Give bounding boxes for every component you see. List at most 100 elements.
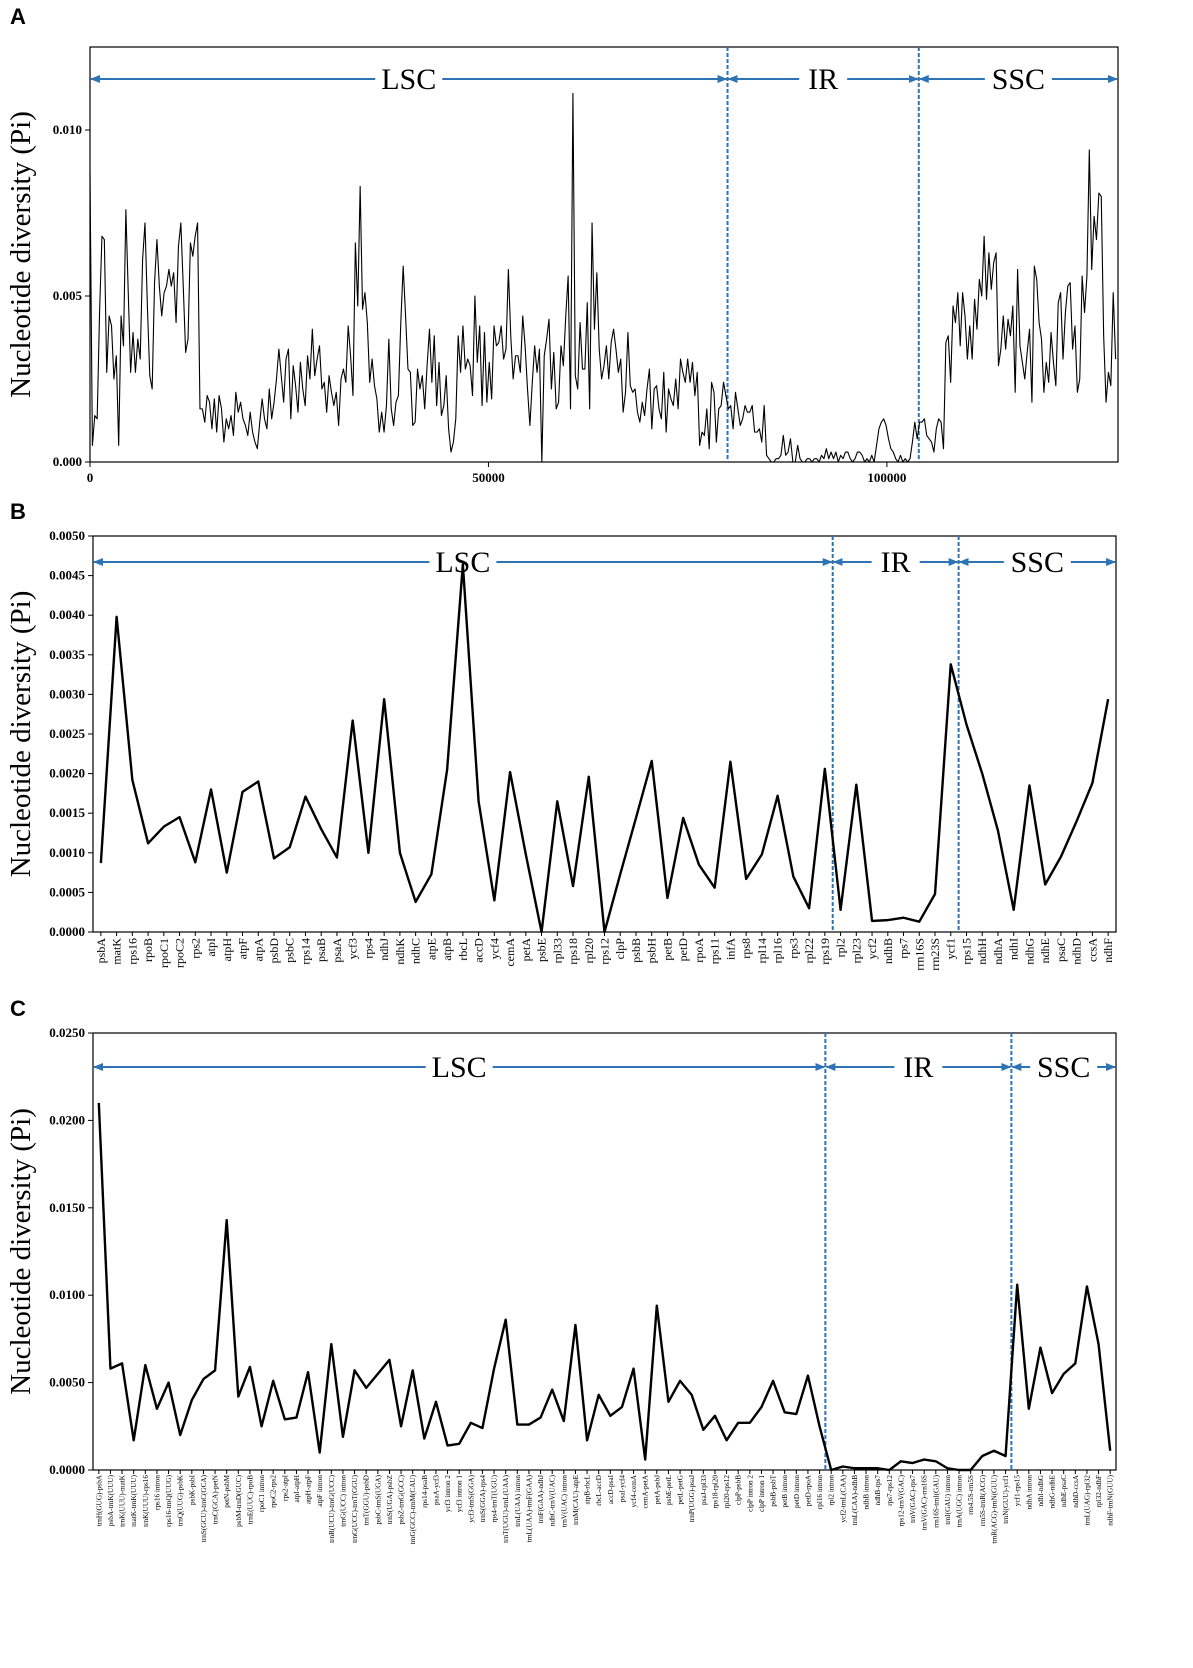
category-label: clpP-psbB	[735, 1475, 743, 1505]
data-point	[283, 402, 284, 403]
data-point	[738, 1422, 739, 1423]
data-point	[663, 372, 664, 373]
data-point	[620, 874, 621, 875]
data-point	[1077, 392, 1078, 393]
data-point	[242, 418, 243, 419]
category-label: rpl20	[582, 938, 596, 963]
data-point	[137, 339, 138, 340]
data-point	[840, 909, 841, 910]
category-label: rps19	[818, 938, 832, 965]
category-label: atpI-atpH	[293, 1475, 301, 1503]
category-label: rpoA	[692, 938, 706, 963]
data-point	[479, 325, 480, 326]
data-point	[435, 1401, 436, 1402]
y-tick-label: 0.0045	[49, 568, 85, 583]
category-label: ndhI-ndhG	[1037, 1475, 1045, 1507]
data-point	[195, 236, 196, 237]
data-point	[919, 422, 920, 423]
category-label: psaA	[330, 938, 344, 963]
data-point	[889, 1469, 890, 1470]
category-label: rpl16 intron	[816, 1475, 824, 1510]
data-point	[606, 345, 607, 346]
category-label: trnK(UUU)-rps16	[142, 1475, 150, 1527]
data-point	[207, 395, 208, 396]
data-point	[952, 305, 953, 306]
data-point	[1017, 1284, 1018, 1285]
category-label: rrn16S-trnI(GAU)	[932, 1474, 940, 1527]
data-point	[130, 372, 131, 373]
data-point	[235, 392, 236, 393]
data-point	[828, 458, 829, 459]
category-label: atpI	[204, 938, 218, 957]
data-point	[632, 392, 633, 393]
data-point	[907, 461, 908, 462]
data-point	[615, 349, 616, 350]
data-point	[161, 315, 162, 316]
data-point	[99, 312, 100, 313]
data-point	[697, 372, 698, 373]
data-point	[558, 402, 559, 403]
data-point	[876, 445, 877, 446]
data-point	[1086, 1286, 1087, 1287]
data-point	[403, 266, 404, 267]
data-point	[467, 358, 468, 359]
data-point	[321, 388, 322, 389]
y-tick-label: 0.005	[53, 288, 83, 303]
data-point	[725, 395, 726, 396]
category-label: psaI-ycf4	[618, 1475, 626, 1503]
data-point	[835, 451, 836, 452]
data-point	[179, 817, 180, 818]
data-point	[257, 448, 258, 449]
category-label: ndhA intron	[1025, 1475, 1033, 1510]
data-point	[563, 1420, 564, 1421]
plot-frame	[89, 46, 1119, 463]
data-point	[981, 295, 982, 296]
data-point	[314, 375, 315, 376]
category-label: trnV(GAC)-rps7	[909, 1475, 917, 1523]
data-point	[603, 365, 604, 366]
category-label: ndhB	[881, 938, 895, 964]
category-label: trnE(UUC)-rpoB	[246, 1475, 254, 1524]
data-point	[367, 322, 368, 323]
category-label: ycf1	[944, 938, 958, 959]
data-point	[1051, 1392, 1052, 1393]
category-label: rps8	[739, 938, 753, 959]
category-label: trnR(ACG)-trnN(GUU)	[990, 1474, 998, 1543]
data-point	[395, 402, 396, 403]
data-point	[384, 699, 385, 700]
data-point	[180, 1434, 181, 1435]
category-label: rps12	[598, 938, 612, 965]
data-point	[974, 299, 975, 300]
data-point	[768, 458, 769, 459]
data-point	[982, 773, 983, 774]
data-point	[553, 352, 554, 353]
category-label: trnL(UAG)-rpl32	[1083, 1475, 1091, 1526]
data-point	[1029, 329, 1030, 330]
data-point	[599, 349, 600, 350]
category-label: ndhK	[393, 938, 407, 965]
data-point	[474, 295, 475, 296]
category-label: petD intron	[793, 1475, 801, 1508]
data-point	[993, 262, 994, 263]
data-point	[94, 415, 95, 416]
data-point	[209, 402, 210, 403]
y-tick-label: 0.0150	[49, 1200, 85, 1215]
data-point	[598, 1394, 599, 1395]
data-point	[887, 920, 888, 921]
data-point	[101, 236, 102, 237]
data-point	[249, 1366, 250, 1367]
data-point	[424, 1438, 425, 1439]
category-label: atpH-atpF	[305, 1475, 313, 1504]
data-point	[962, 292, 963, 293]
panel-letter: A	[10, 4, 26, 29]
data-point	[1019, 345, 1020, 346]
data-point	[621, 1406, 622, 1407]
y-axis-label: Nucleotide diversity (Pi)	[5, 591, 37, 878]
data-point	[651, 760, 652, 761]
category-label: psbB	[629, 938, 643, 963]
data-point	[223, 441, 224, 442]
data-point	[342, 1436, 343, 1437]
data-point	[405, 315, 406, 316]
data-point	[637, 412, 638, 413]
data-point	[917, 438, 918, 439]
